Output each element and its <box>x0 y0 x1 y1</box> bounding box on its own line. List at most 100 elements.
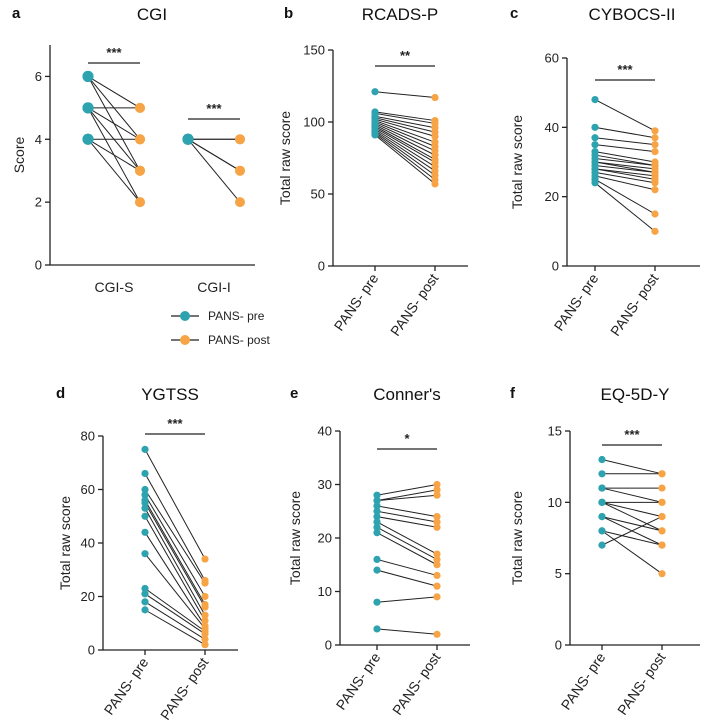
point-pre <box>373 555 381 564</box>
panel-f: f EQ-5D-Y 0 5 10 15 Total raw score *** PANS- pr… <box>509 385 700 718</box>
series-group: ** <box>371 48 439 188</box>
point-post <box>433 593 441 601</box>
pair-line <box>594 154 656 166</box>
point-post <box>433 513 441 521</box>
point-pre <box>373 507 381 515</box>
point-pre <box>141 528 149 536</box>
pair-line <box>144 499 206 605</box>
panel-letter: f <box>510 385 516 402</box>
point-post <box>433 550 441 558</box>
point-pre <box>141 491 149 499</box>
point-pre <box>598 498 606 506</box>
point-post <box>201 616 209 625</box>
point-post <box>431 180 439 188</box>
pair-line <box>594 164 656 173</box>
point-pre <box>591 134 599 142</box>
pair-line <box>374 120 436 143</box>
point-pre <box>591 123 599 131</box>
y-tick-label: 40 <box>81 536 95 551</box>
point-post <box>201 603 209 611</box>
pair-line <box>144 609 206 646</box>
y-tick-label: 20 <box>81 589 95 604</box>
y-tick-label: 0 <box>318 259 325 274</box>
y-tick-label: 50 <box>311 187 325 202</box>
pair-line <box>376 510 438 523</box>
panel-letter: e <box>290 385 298 402</box>
pair-line <box>594 178 656 215</box>
pair-line <box>601 501 663 518</box>
series-group: *** <box>182 101 245 208</box>
point-post <box>201 611 209 619</box>
x-category-label: PANS- pre <box>558 649 609 712</box>
point-pre <box>598 541 606 549</box>
y-tick-label: 80 <box>81 429 95 444</box>
y-axis-label: Total raw score <box>287 491 303 585</box>
panel-a: a CGI 0 2 4 6 Score *** CGI-S *** CGI-I <box>11 5 255 295</box>
y-tick-label: 10 <box>548 495 562 510</box>
point-pre <box>373 496 381 505</box>
pair-line <box>374 118 436 137</box>
significance-label: *** <box>624 427 640 442</box>
pair-line <box>376 494 438 502</box>
pair-line <box>594 182 656 232</box>
pair-line <box>374 115 436 129</box>
point-post <box>235 165 245 176</box>
point-pre <box>373 502 381 510</box>
pair-line <box>601 516 663 532</box>
pair-line <box>144 593 206 635</box>
y-tick-label: 10 <box>318 584 332 599</box>
point-post <box>651 179 659 187</box>
pair-line <box>376 628 438 635</box>
x-category-label: PANS- pre <box>333 649 384 712</box>
point-post <box>433 571 441 580</box>
legend: PANS- pre PANS- post <box>171 309 270 347</box>
point-pre <box>598 455 606 464</box>
point-pre <box>82 102 94 114</box>
point-pre <box>182 133 194 145</box>
significance-label: *** <box>617 62 633 77</box>
pair-line <box>374 133 436 180</box>
chart-title: EQ-5D-Y <box>601 385 670 404</box>
pair-line <box>601 530 663 575</box>
pair-line <box>594 137 656 146</box>
point-post <box>651 148 659 156</box>
pair-line <box>187 138 241 203</box>
point-post <box>235 134 245 145</box>
point-post <box>658 470 666 478</box>
point-post <box>431 93 439 102</box>
point-pre <box>598 484 606 492</box>
pair-line <box>594 151 656 163</box>
pair-line <box>594 175 656 191</box>
point-post <box>431 132 439 140</box>
pair-line <box>594 171 656 184</box>
point-pre <box>141 512 149 520</box>
point-post <box>658 527 666 535</box>
point-pre <box>373 523 381 531</box>
significance-label: *** <box>106 45 122 60</box>
pair-line <box>374 124 436 156</box>
pair-line <box>374 91 436 99</box>
pair-line <box>144 502 206 608</box>
y-tick-label: 0 <box>552 259 559 274</box>
x-category-label: PANS- post <box>157 654 212 722</box>
pair-line <box>376 532 438 566</box>
legend-pre-marker <box>180 311 190 321</box>
y-tick-label: 150 <box>303 43 325 58</box>
y-tick-label: 20 <box>318 531 332 546</box>
point-post <box>658 570 666 578</box>
pair-line <box>594 126 656 139</box>
pair-line <box>144 532 206 627</box>
pair-line <box>144 449 206 560</box>
y-tick-label: 60 <box>81 482 95 497</box>
pair-line <box>87 138 141 203</box>
point-pre <box>598 470 606 478</box>
pair-line <box>594 158 656 166</box>
y-tick-label: 40 <box>545 120 559 135</box>
point-post <box>651 127 659 135</box>
y-axis-label: Total raw score <box>57 496 73 590</box>
pair-line <box>374 134 436 185</box>
point-pre <box>141 485 149 494</box>
series-group: *** <box>598 427 666 578</box>
point-pre <box>141 469 149 478</box>
